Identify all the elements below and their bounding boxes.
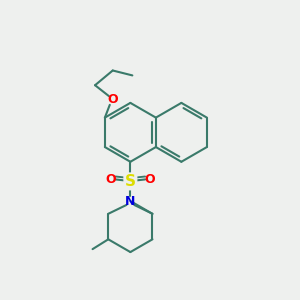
Text: O: O	[107, 93, 118, 106]
Text: O: O	[105, 173, 116, 186]
Text: O: O	[145, 173, 155, 186]
Text: S: S	[125, 174, 136, 189]
Text: N: N	[125, 194, 136, 208]
